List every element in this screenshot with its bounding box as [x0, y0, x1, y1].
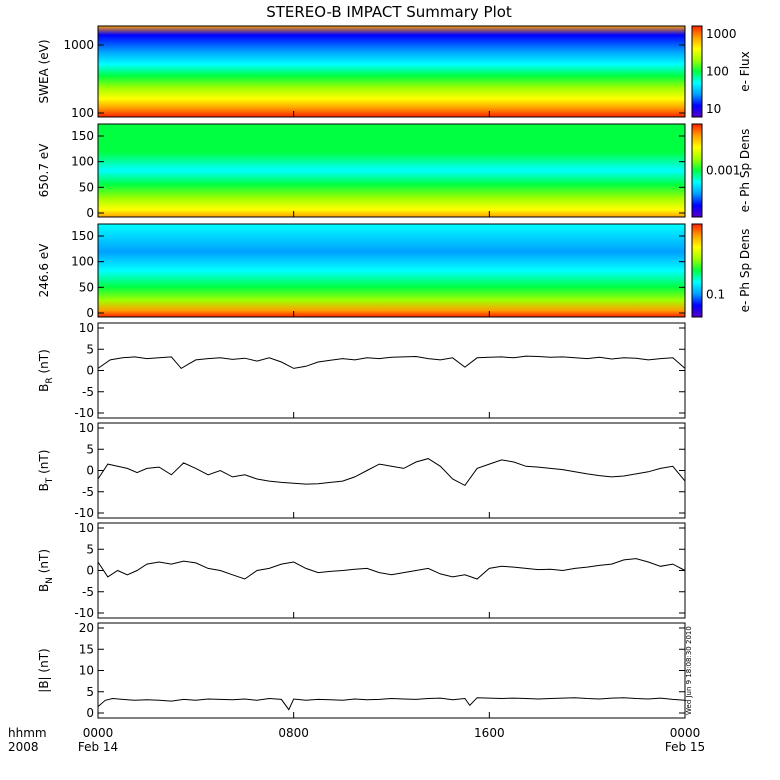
time-tick-label-1: 0800 — [278, 726, 309, 740]
line-1-y-tick-label-3: -5 — [82, 485, 94, 499]
line-0-y-tick-label-4: -10 — [74, 406, 94, 420]
spectrogram-image-2 — [98, 224, 685, 317]
colorbar-0-label: e- Flux — [738, 51, 752, 91]
line-0-y-tick-label-1: 5 — [86, 342, 94, 356]
line-panel-frame-1 — [97, 422, 686, 519]
line-2-y-tick-label-0: 10 — [79, 521, 94, 535]
spectrogram-panel-2: 150 100 50 0 246.6 eV 0.1 e- Ph Sp Dens — [37, 223, 752, 320]
spectrogram-2-y-tick-label-1: 100 — [71, 255, 94, 269]
line-2-ylabel: BN (nT) — [37, 549, 55, 592]
spectrogram-2-y-tick-label-3: 0 — [86, 306, 94, 320]
line-1-y-tick-label-1: 5 — [86, 442, 94, 456]
line-panel-1: 10 5 0 -5 -10 BT (nT) — [37, 421, 686, 520]
spectrogram-1-y-tick-label-2: 50 — [79, 180, 94, 194]
line-panel-frame-3 — [97, 622, 686, 719]
time-axis-corner-label-0: hhmm — [8, 726, 47, 740]
colorbar-2 — [692, 224, 702, 317]
page-title: STEREO-B IMPACT Summary Plot — [266, 3, 512, 21]
line-1-y-tick-label-2: 0 — [86, 464, 94, 478]
spectrogram-1-y-tick-label-1: 100 — [71, 155, 94, 169]
line-series-1 — [97, 458, 686, 487]
line-3-y-tick-label-4: 0 — [86, 706, 94, 720]
line-3-ylabel: |B| (nT) — [37, 648, 51, 692]
spectrogram-0-ylabel: SWEA (eV) — [37, 39, 51, 103]
line-panel-2: 10 5 0 -5 -10 BN (nT) — [37, 521, 686, 620]
timestamp-stamp: Wed Jun 9 18:08:30 2010 — [685, 626, 693, 715]
line-2-y-tick-label-2: 0 — [86, 564, 94, 578]
line-0-ylabel: BR (nT) — [37, 349, 55, 392]
colorbar-0 — [692, 26, 702, 117]
line-0-y-tick-label-2: 0 — [86, 364, 94, 378]
colorbar-2-label: e- Ph Sp Dens — [738, 229, 752, 313]
colorbar-1 — [692, 124, 702, 217]
time-tick-label-2: 1600 — [474, 726, 505, 740]
line-series-2 — [97, 558, 686, 580]
line-3-y-tick-label-3: 5 — [86, 685, 94, 699]
line-series-3 — [97, 697, 686, 711]
line-0-y-tick-label-3: -5 — [82, 385, 94, 399]
colorbar-0-tick-2: 10 — [706, 102, 721, 116]
time-tick-label-0: 0000 — [83, 726, 114, 740]
line-1-y-tick-label-4: -10 — [74, 506, 94, 520]
spectrogram-2-y-tick-label-0: 150 — [71, 229, 94, 243]
time-tick-sublabel-3: Feb 15 — [665, 740, 705, 754]
spectrogram-1-y-tick-label-3: 0 — [86, 206, 94, 220]
time-axis-corner-label-1: 2008 — [8, 740, 39, 754]
line-1-y-tick-label-0: 10 — [79, 421, 94, 435]
line-0-y-tick-label-0: 10 — [79, 321, 94, 335]
line-2-y-tick-label-3: -5 — [82, 585, 94, 599]
line-1-ylabel: BT (nT) — [37, 450, 55, 492]
spectrogram-1-y-tick-label-0: 150 — [71, 129, 94, 143]
line-2-y-tick-label-4: -10 — [74, 606, 94, 620]
line-3-y-tick-label-1: 15 — [79, 642, 94, 656]
colorbar-1-tick-0: 0.001 — [706, 164, 740, 178]
spectrogram-2-y-tick-label-2: 50 — [79, 280, 94, 294]
spectrogram-1-ylabel: 650.7 eV — [37, 143, 51, 198]
spectrogram-2-ylabel: 246.6 eV — [37, 243, 51, 298]
line-3-y-tick-label-0: 20 — [79, 621, 94, 635]
spectrogram-0-y-tick-label-0: 1000 — [63, 38, 94, 52]
spectrogram-panel-0: 1000 100 SWEA (eV) 1000 100 10 e- Flux — [37, 25, 752, 120]
line-3-y-tick-label-2: 10 — [79, 664, 94, 678]
line-panel-frame-0 — [97, 322, 686, 419]
colorbar-0-tick-1: 100 — [706, 65, 729, 79]
spectrogram-frame-1 — [97, 123, 686, 218]
line-panel-3: 20 15 10 5 0 |B| (nT) — [37, 621, 686, 720]
time-tick-label-3: 0000 — [670, 726, 701, 740]
colorbar-frame-2 — [691, 223, 703, 318]
line-2-y-tick-label-1: 5 — [86, 542, 94, 556]
colorbar-frame-0 — [691, 25, 703, 118]
line-panel-0: 10 5 0 -5 -10 BR (nT) — [37, 321, 686, 420]
spectrogram-frame-0 — [97, 25, 686, 118]
colorbar-frame-1 — [691, 123, 703, 218]
colorbar-1-label: e- Ph Sp Dens — [738, 129, 752, 213]
line-panel-frame-2 — [97, 522, 686, 619]
spectrogram-frame-2 — [97, 223, 686, 318]
line-series-0 — [97, 355, 686, 370]
time-tick-sublabel-0: Feb 14 — [78, 740, 118, 754]
colorbar-0-tick-0: 1000 — [706, 27, 737, 41]
colorbar-2-tick-0: 0.1 — [706, 288, 725, 302]
spectrogram-image-1 — [98, 124, 685, 217]
spectrogram-image-0 — [98, 26, 685, 117]
spectrogram-0-y-tick-label-1: 100 — [71, 106, 94, 120]
